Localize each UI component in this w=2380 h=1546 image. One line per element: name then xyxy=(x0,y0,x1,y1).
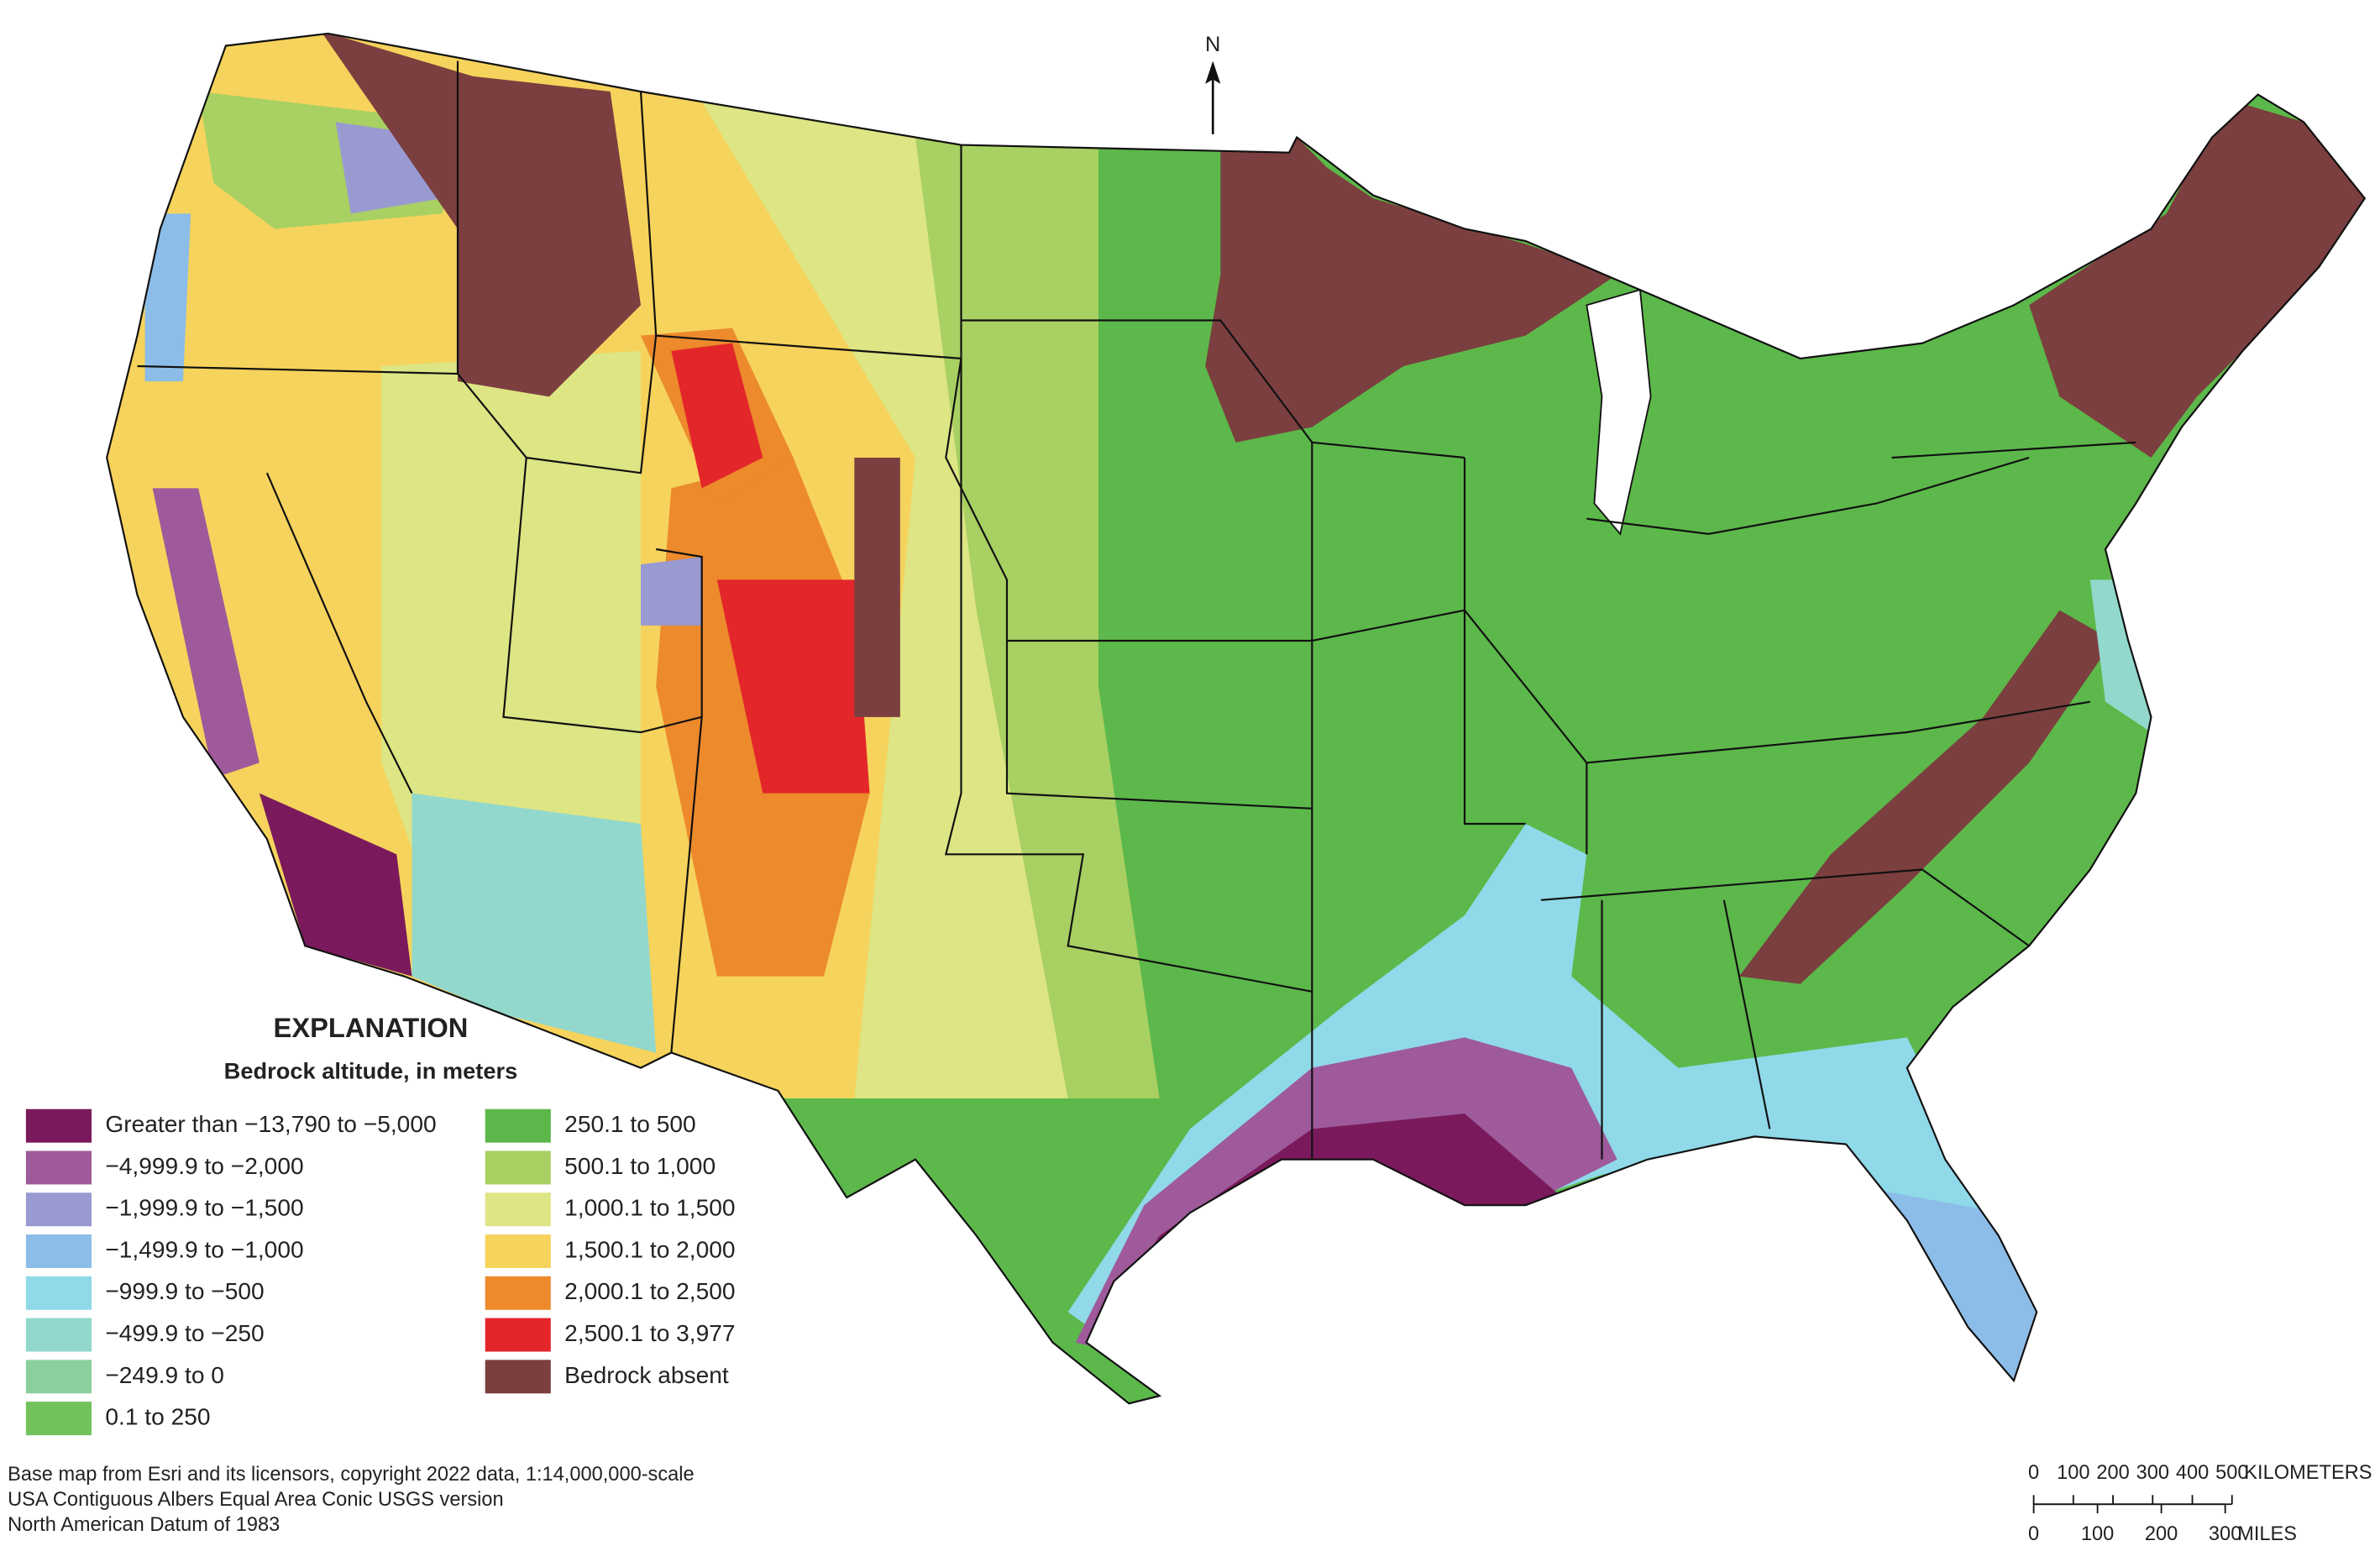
legend-label: 500.1 to 1,000 xyxy=(564,1153,716,1179)
scale-tick-label: 300 xyxy=(2136,1462,2169,1484)
legend-label: −499.9 to −250 xyxy=(105,1320,264,1346)
region xyxy=(671,343,763,489)
north-arrow-head xyxy=(1205,60,1221,84)
scale-tick-label: 500 xyxy=(2215,1462,2248,1484)
legend-swatch xyxy=(25,1360,92,1394)
region xyxy=(1738,610,2114,984)
legend-swatch xyxy=(25,1276,92,1310)
legend-label: −1,999.9 to −1,500 xyxy=(105,1195,303,1221)
scale-tick-label: 0 xyxy=(2028,1523,2039,1545)
legend-swatch xyxy=(485,1234,551,1269)
credit-line: Base map from Esri and its licensors, co… xyxy=(8,1464,695,1486)
region xyxy=(1205,137,1617,443)
credit-line: USA Contiguous Albers Equal Area Conic U… xyxy=(8,1489,504,1511)
scale-tick-label: 200 xyxy=(2145,1523,2178,1545)
legend-label: −999.9 to −500 xyxy=(105,1278,264,1304)
legend-label: −1,499.9 to −1,000 xyxy=(105,1236,303,1262)
legend-swatch xyxy=(25,1318,92,1352)
legend-swatch xyxy=(485,1108,551,1143)
legend-label: −4,999.9 to −2,000 xyxy=(105,1153,303,1179)
region xyxy=(412,793,657,1053)
region xyxy=(1876,1189,2045,1404)
scale-tick-label: 100 xyxy=(2057,1462,2089,1484)
scale-unit: KILOMETERS xyxy=(2244,1462,2372,1484)
region xyxy=(152,488,259,778)
north-label: N xyxy=(1205,33,1220,56)
legend-swatch xyxy=(25,1108,92,1143)
legend: EXPLANATION Bedrock altitude, in meters … xyxy=(25,1012,736,1436)
legend-swatch xyxy=(25,1150,92,1185)
region xyxy=(641,557,702,626)
legend-title: EXPLANATION xyxy=(274,1012,469,1043)
region xyxy=(144,213,191,382)
scale-tick-label: 0 xyxy=(2028,1462,2039,1484)
legend-label: −249.9 to 0 xyxy=(105,1362,224,1388)
credits: Base map from Esri and its licensors, co… xyxy=(8,1464,695,1536)
region xyxy=(716,579,870,794)
legend-label: Bedrock absent xyxy=(564,1362,729,1388)
region xyxy=(2029,99,2365,458)
legend-swatch xyxy=(485,1360,551,1394)
legend-label: 2,500.1 to 3,977 xyxy=(564,1320,735,1346)
credit-line: North American Datum of 1983 xyxy=(8,1514,280,1536)
legend-label: 250.1 to 500 xyxy=(564,1111,695,1137)
scale-tick-label: 400 xyxy=(2176,1462,2209,1484)
legend-label: 1,000.1 to 1,500 xyxy=(564,1195,735,1221)
north-arrow: N xyxy=(1205,33,1220,134)
legend-label: 1,500.1 to 2,000 xyxy=(564,1236,735,1262)
region xyxy=(915,137,1160,1098)
legend-swatch xyxy=(25,1192,92,1227)
legend-label: 2,000.1 to 2,500 xyxy=(564,1278,735,1304)
legend-subtitle: Bedrock altitude, in meters xyxy=(224,1057,518,1083)
scale-unit: MILES xyxy=(2237,1523,2297,1545)
legend-label: 0.1 to 250 xyxy=(105,1404,210,1430)
legend-label: Greater than −13,790 to −5,000 xyxy=(105,1111,436,1137)
region xyxy=(320,33,642,397)
region xyxy=(854,457,900,717)
legend-swatch xyxy=(485,1192,551,1227)
scale-tick-label: 200 xyxy=(2096,1462,2129,1484)
legend-swatch xyxy=(485,1150,551,1185)
legend-swatch xyxy=(485,1318,551,1352)
legend-swatch xyxy=(25,1234,92,1269)
legend-swatch xyxy=(485,1276,551,1310)
legend-swatch xyxy=(25,1402,92,1436)
scale-tick-label: 300 xyxy=(2209,1523,2241,1545)
scale-tick-label: 100 xyxy=(2081,1523,2114,1545)
state-borders xyxy=(137,60,2136,1160)
region xyxy=(259,793,412,977)
